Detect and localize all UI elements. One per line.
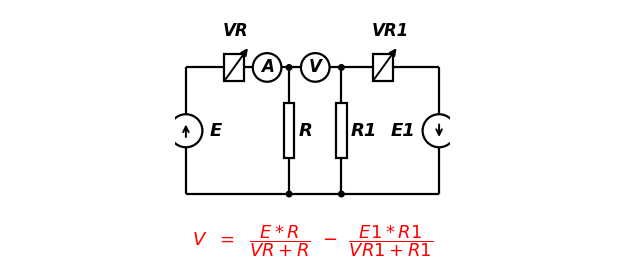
Bar [284,103,294,158]
Text: A: A [261,58,274,76]
Circle shape [286,191,292,197]
Text: VR: VR [222,22,248,40]
Circle shape [301,53,329,82]
Bar [372,54,392,81]
Text: R1: R1 [351,122,377,140]
Text: $\mathit{V}$  $=$  $\dfrac{\mathit{E * R}}{\mathit{VR + R}}$  $-$  $\dfrac{\math: $\mathit{V}$ $=$ $\dfrac{\mathit{E * R}}… [192,223,433,259]
Text: R: R [299,122,312,140]
Bar [224,54,244,81]
Circle shape [339,191,344,197]
Bar [336,103,347,158]
Circle shape [253,53,281,82]
Circle shape [339,65,344,70]
Circle shape [286,65,292,70]
Text: E1: E1 [391,122,416,140]
Circle shape [169,114,202,147]
Text: E: E [209,122,221,140]
Text: VR1: VR1 [371,22,409,40]
Circle shape [422,114,456,147]
Text: V: V [309,58,322,76]
